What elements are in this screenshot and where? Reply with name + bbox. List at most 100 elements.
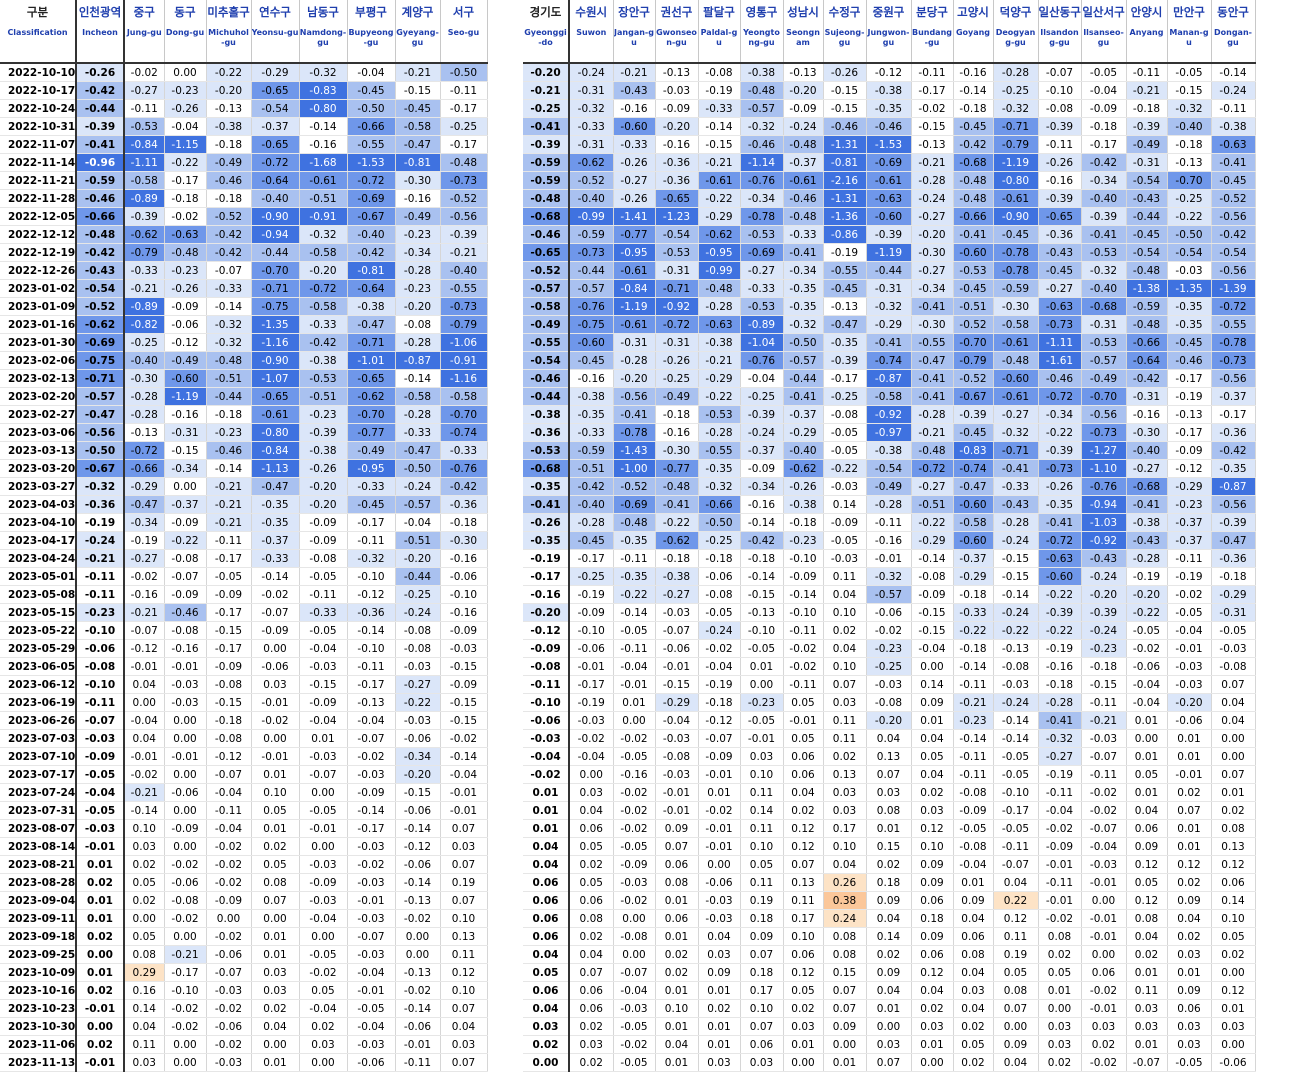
value-cell: -0.42 — [953, 135, 994, 154]
table-row: 2022-12-19 -0.42 -0.79 -0.48 -0.42 -0.44 -0.58… — [0, 243, 488, 262]
value-cell: -0.28 — [395, 333, 441, 352]
column-header-jung-gu: 중구 Jung-gu — [124, 0, 165, 64]
table-row: 2023-08-07 -0.03 0.10 -0.09 -0.04 0.01 -0.01 -0… — [0, 819, 488, 838]
value-cell: -0.19 — [823, 243, 867, 262]
value-cell: 0.06 — [655, 909, 699, 928]
value-cell: -0.14 — [395, 819, 441, 838]
column-header-ko: 수정구 — [828, 5, 861, 19]
column-header-seongnam: 성남시 Seongnam — [783, 0, 824, 64]
value-cell: -0.31 — [613, 333, 656, 352]
column-header-jangan-gu: 장안구 Jangan-gu — [613, 0, 656, 64]
value-cell: -0.02 — [395, 909, 441, 928]
value-cell: -0.62 — [569, 153, 614, 172]
value-cell: -0.39 — [1211, 513, 1256, 532]
date-cell: 2023-01-16 — [0, 315, 77, 334]
value-cell: -0.11 — [953, 675, 994, 694]
value-cell: 0.01 — [953, 873, 994, 892]
value-cell: -0.30 — [911, 315, 954, 334]
value-cell: -0.01 — [251, 747, 300, 766]
value-cell: -0.16 — [866, 531, 912, 550]
value-cell: -0.75 — [569, 315, 614, 334]
value-cell: -0.25 — [698, 531, 741, 550]
value-cell: -0.18 — [1126, 99, 1168, 118]
value-cell: -0.08 — [164, 621, 207, 640]
value-cell: -0.01 — [395, 1035, 441, 1054]
value-cell: 0.03 — [866, 783, 912, 802]
value-cell: -0.48 — [613, 513, 656, 532]
value-cell: -0.01 — [613, 675, 656, 694]
value-cell: 0.00 — [164, 729, 207, 748]
value-cell: -0.31 — [1211, 603, 1256, 622]
value-cell: -0.46 — [740, 135, 784, 154]
value-cell: -0.09 — [1081, 99, 1127, 118]
value-cell: -1.11 — [124, 153, 165, 172]
value-cell: 0.03 — [823, 693, 867, 712]
value-cell: -0.11 — [347, 657, 396, 676]
value-cell: 0.01 — [823, 1053, 867, 1072]
value-cell: -0.03 — [823, 549, 867, 568]
table-row: -0.44 -0.38 -0.56 -0.49 -0.22 -0.25 -0.41 -0.25… — [523, 387, 1256, 406]
value-cell: -0.11 — [1038, 135, 1082, 154]
value-cell: 0.02 — [1081, 1035, 1127, 1054]
value-cell: -0.61 — [613, 261, 656, 280]
value-cell: -0.21 — [124, 279, 165, 298]
column-header-ko: 중구 — [133, 5, 155, 19]
date-cell: 2023-06-05 — [0, 657, 77, 676]
column-header-en: Seo-gu — [447, 28, 480, 37]
value-cell: -0.02 — [613, 783, 656, 802]
column-header-ko: 권선구 — [660, 5, 693, 19]
value-cell: 0.00 — [395, 945, 441, 964]
value-cell: -0.61 — [993, 333, 1039, 352]
value-cell: -0.39 — [124, 207, 165, 226]
value-cell: -0.33 — [613, 135, 656, 154]
value-cell: -0.38 — [1211, 117, 1256, 136]
value-cell: -0.25 — [523, 99, 570, 118]
value-cell: 0.00 — [164, 927, 207, 946]
table-row: -0.04 -0.04 -0.05 -0.08 -0.09 0.03 0.06 0.02 0.1… — [523, 747, 1256, 766]
value-cell: -0.13 — [740, 603, 784, 622]
value-cell: -0.62 — [698, 225, 741, 244]
value-cell: -0.24 — [1081, 567, 1127, 586]
value-cell: 0.08 — [953, 945, 994, 964]
column-header-en: Jung-gu — [126, 28, 162, 37]
value-cell: -1.27 — [1081, 441, 1127, 460]
date-cell: 2022-10-24 — [0, 99, 77, 118]
value-cell: -0.32 — [206, 315, 252, 334]
value-cell: -0.22 — [993, 621, 1039, 640]
column-header-en: Bundang-gu — [911, 28, 953, 47]
value-cell: -0.11 — [124, 99, 165, 118]
value-cell: -0.76 — [740, 351, 784, 370]
table-row: 2023-05-29 -0.06 -0.12 -0.16 -0.17 0.00 -0.04-… — [0, 639, 488, 658]
value-cell: 0.02 — [251, 999, 300, 1018]
value-cell: -0.60 — [569, 333, 614, 352]
value-cell: -0.08 — [698, 585, 741, 604]
value-cell: -0.07 — [1126, 1053, 1168, 1072]
value-cell: -0.23 — [299, 405, 348, 424]
value-cell: -0.05 — [613, 837, 656, 856]
table-row: -0.48 -0.40 -0.26 -0.65 -0.22 -0.34 -0.46 -1.31… — [523, 189, 1256, 208]
value-cell: -0.20 — [206, 81, 252, 100]
value-cell: -0.25 — [569, 567, 614, 586]
column-header-ko: 덕양구 — [999, 5, 1032, 19]
value-cell: 0.01 — [523, 819, 570, 838]
column-header-ko: 남동구 — [307, 5, 339, 19]
value-cell: -0.39 — [1081, 603, 1127, 622]
value-cell: -0.06 — [164, 783, 207, 802]
value-cell: -0.42 — [440, 477, 488, 496]
value-cell: -0.42 — [76, 81, 125, 100]
value-cell: -0.19 — [1126, 567, 1168, 586]
value-cell: -0.24 — [993, 603, 1039, 622]
table-row: -0.06 -0.03 0.00 -0.04 -0.12 -0.05 -0.01 0.11 -0… — [523, 711, 1256, 730]
value-cell: 0.00 — [164, 837, 207, 856]
value-cell: 0.01 — [1126, 1035, 1168, 1054]
value-cell: 0.02 — [783, 801, 824, 820]
value-cell: -0.18 — [1211, 567, 1256, 586]
value-cell: -0.11 — [1167, 549, 1212, 568]
value-cell: -0.14 — [395, 873, 441, 892]
value-cell: 0.00 — [1038, 999, 1082, 1018]
value-cell: -0.33 — [740, 279, 784, 298]
date-cell: 2023-04-24 — [0, 549, 77, 568]
value-cell: -0.26 — [823, 63, 867, 82]
value-cell: -0.16 — [164, 405, 207, 424]
date-cell: 2023-08-28 — [0, 873, 77, 892]
